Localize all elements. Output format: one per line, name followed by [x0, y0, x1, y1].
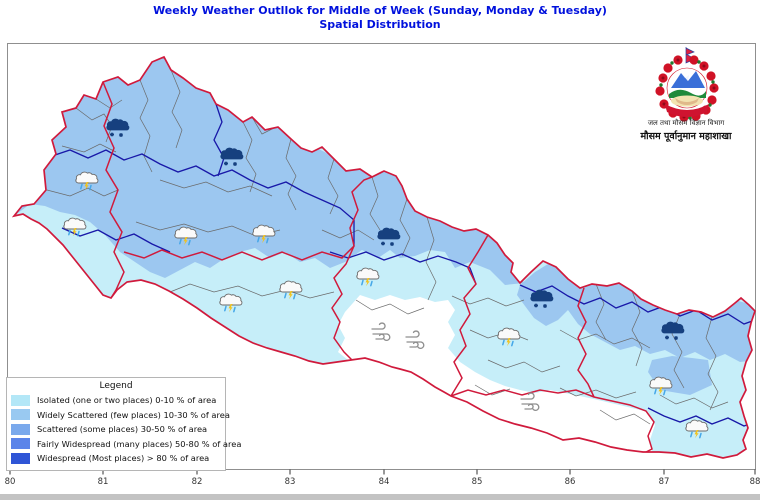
legend-label: Scattered (some places) 30-50 % of area: [37, 424, 208, 435]
tick-label-86: 86: [564, 477, 576, 487]
title-line-2: Spatial Distribution: [319, 18, 441, 32]
rhododendron-wreath: [655, 55, 719, 122]
basin-boundary-lines: [51, 103, 755, 427]
mountain-icon: [671, 71, 705, 88]
swatch-widely-scattered: [11, 409, 30, 421]
legend-label: Widely Scattered (few places) 10-30 % of…: [37, 409, 230, 420]
legend-title: Legend: [99, 381, 133, 391]
region-northwest-widely-scattered: [14, 57, 524, 285]
legend-label: Fairly Widespread (many places) 50-80 % …: [37, 438, 242, 449]
tick-label-85: 85: [471, 477, 483, 487]
tick-label-87: 87: [658, 477, 670, 487]
swatch-isolated: [11, 394, 30, 406]
swatch-scattered: [11, 423, 30, 435]
field: [671, 95, 703, 107]
tick-label-82: 82: [191, 477, 203, 487]
title-line-1: Weekly Weather Outllok for Middle of Wee…: [153, 4, 607, 17]
region-terai-no-precip: [338, 295, 655, 455]
banner-ribbon: [665, 104, 709, 117]
bottom-window-edge: [0, 494, 760, 500]
legend-label: Isolated (one or two places) 0-10 % of a…: [37, 395, 217, 406]
tick-label-83: 83: [284, 477, 296, 487]
legend: Legend Isolated (one or two places) 0-10…: [6, 377, 241, 471]
tick-label-84: 84: [378, 477, 390, 487]
snow-cap: [681, 73, 689, 81]
swatch-fairly-widespread: [11, 438, 30, 450]
nepal-outline: [11, 55, 756, 459]
swatch-widespread: [11, 452, 30, 464]
x-axis-ticks: [9, 469, 756, 475]
hands: [675, 98, 699, 105]
legend-row-fairly-widespread: Fairly Widespread (many places) 50-80 % …: [11, 437, 241, 452]
legend-label: Widespread (Most places) > 80 % of area: [37, 453, 210, 464]
agency-department-name: जल तथा मौसम विज्ञान विभाग: [647, 119, 725, 127]
tick-label-88: 88: [749, 477, 760, 487]
legend-row-isolated: Isolated (one or two places) 0-10 % of a…: [11, 393, 221, 408]
tick-label-80: 80: [4, 477, 16, 487]
agency-block: जल तथा मौसम विज्ञान विभाग मौसम पूर्वानुम…: [616, 44, 756, 142]
legend-row-scattered: Scattered (some places) 30-50 % of area: [11, 422, 221, 437]
legend-row-widespread: Widespread (Most places) > 80 % of area: [11, 451, 221, 466]
agency-division-name: मौसम पूर्वानुमान महाशाखा: [640, 131, 732, 142]
dhm-emblem: [655, 47, 719, 122]
tick-label-81: 81: [97, 477, 109, 487]
region-northeast-widely-scattered: [517, 264, 755, 362]
legend-row-widely-scattered: Widely Scattered (few places) 10-30 % of…: [11, 408, 230, 423]
province-boundary-lines: [102, 81, 655, 453]
figure-title: Weekly Weather Outllok for Middle of Wee…: [0, 4, 760, 33]
green-hills: [669, 89, 706, 98]
